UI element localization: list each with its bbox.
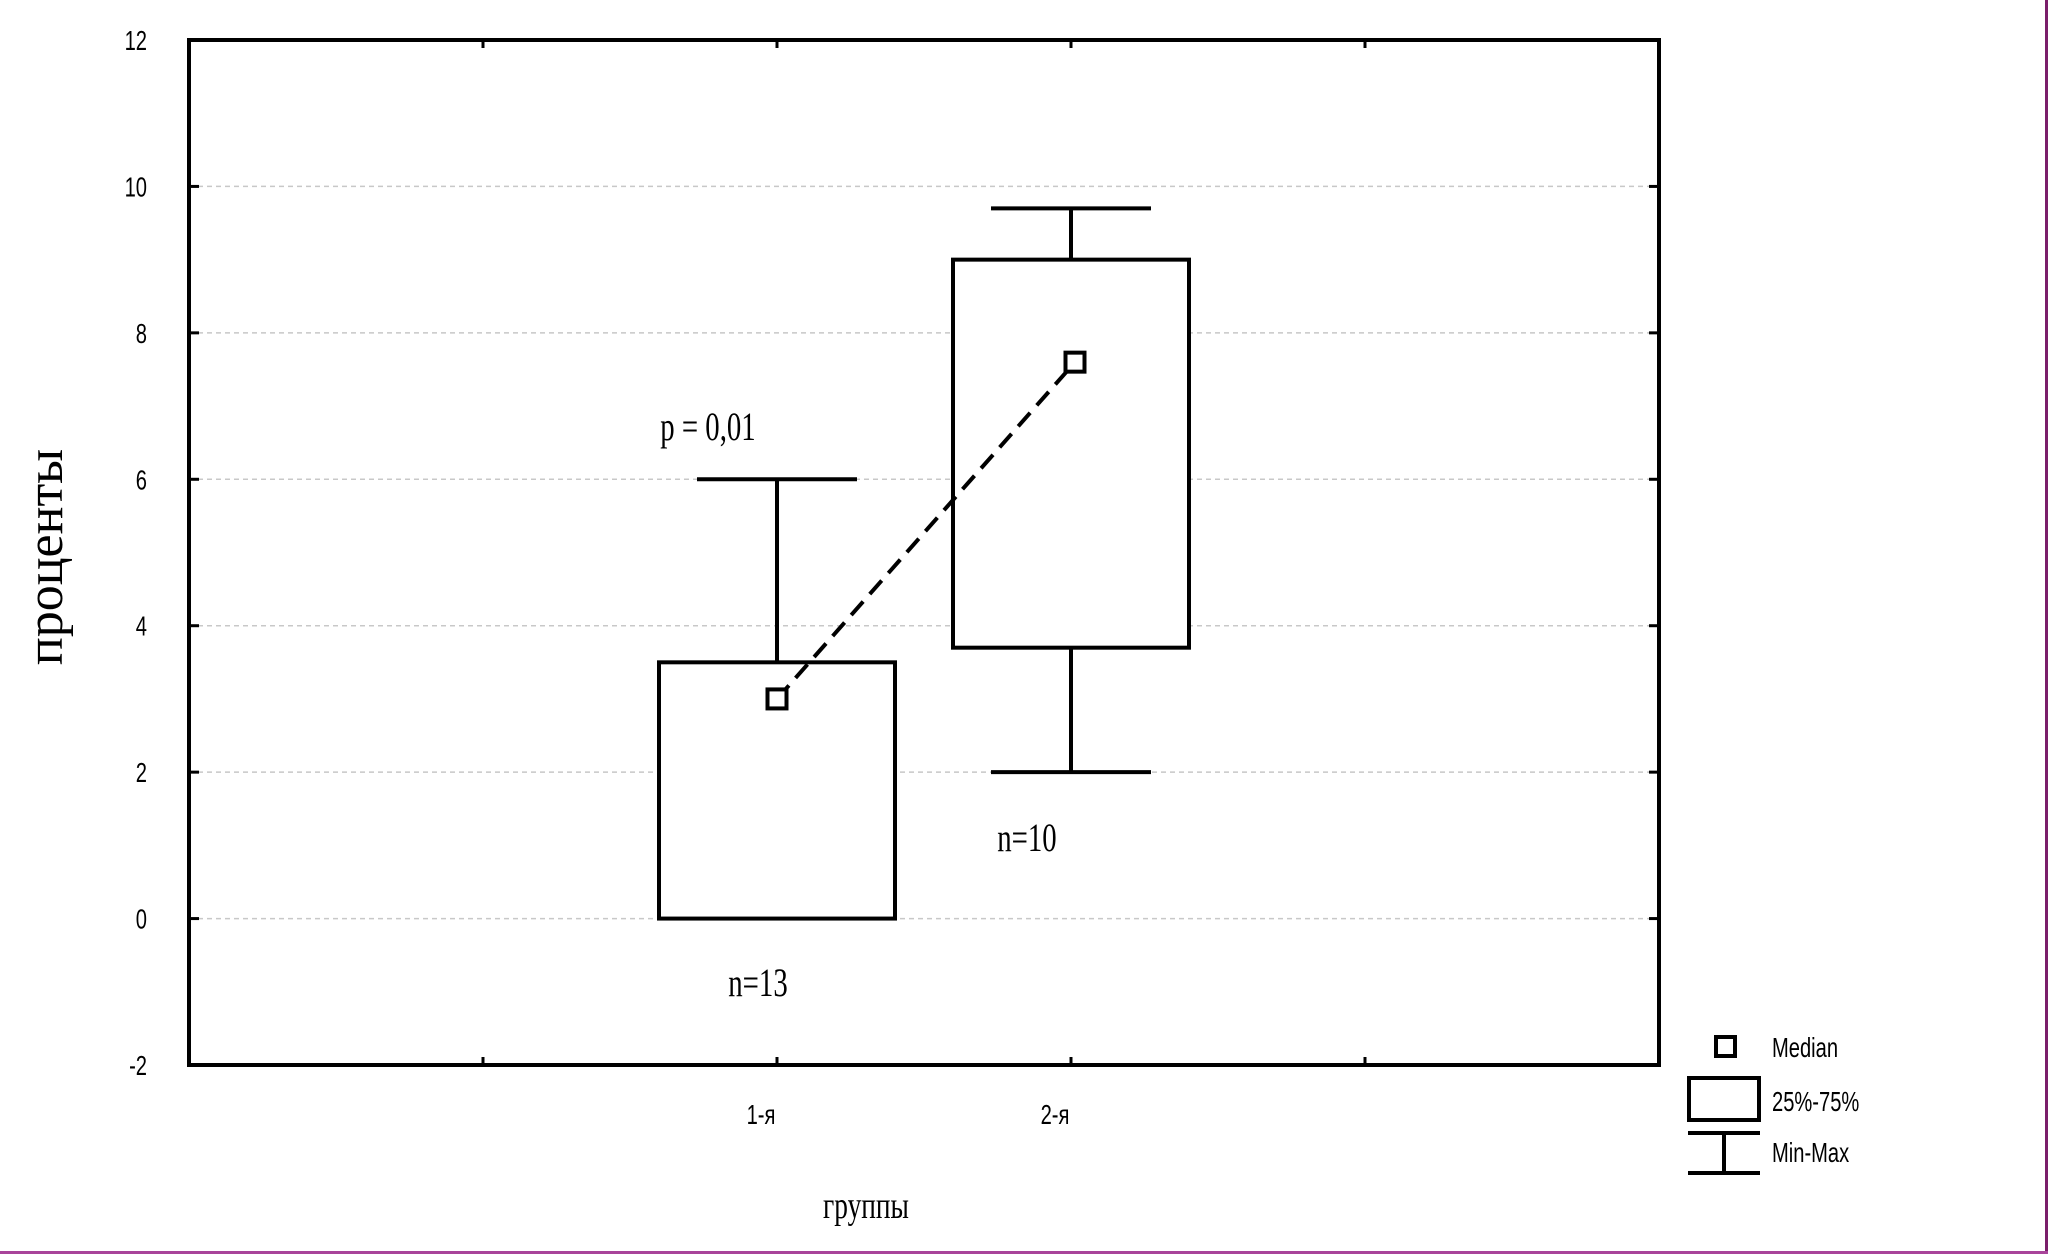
y-tick-label: 0: [136, 904, 147, 935]
p-value-annotation: p = 0,01: [660, 404, 755, 449]
legend: Median 25%-75% Min-Max: [1687, 1033, 1859, 1175]
gridlines: [189, 185, 1659, 920]
median-connector-line: [775, 360, 1077, 701]
sample-size-label: n=10: [997, 815, 1056, 860]
legend-minmax-label: Min-Max: [1772, 1138, 1849, 1169]
x-tick-label: 1-я: [747, 1100, 776, 1131]
y-tick-label: 4: [136, 612, 147, 643]
legend-median-label: Median: [1772, 1033, 1838, 1064]
page-right-border: [2045, 0, 2048, 1254]
page-bottom-border: [0, 1251, 2048, 1254]
sample-size-label: n=13: [728, 960, 787, 1005]
y-tick-label: 10: [125, 172, 147, 203]
legend-whisker-icon: [1688, 1131, 1760, 1175]
median-marker: [765, 687, 789, 711]
y-tick-label: -2: [129, 1051, 147, 1082]
x-axis-tick-labels: 1-я 2-я: [747, 1100, 1070, 1131]
legend-quartile-label: 25%-75%: [1772, 1087, 1859, 1118]
y-tick-label: 8: [136, 319, 147, 350]
y-axis-tick-labels: 12 10 8 6 4 2 0 -2: [125, 26, 147, 1082]
y-tick-label: 6: [136, 465, 147, 496]
plot-frame: [187, 38, 1661, 1067]
x-tick-label: 2-я: [1041, 1100, 1070, 1131]
legend-median-marker-icon: [1714, 1035, 1737, 1058]
x-axis-label: группы: [823, 1185, 909, 1227]
y-tick-label: 2: [136, 758, 147, 789]
y-tick-label: 12: [125, 26, 147, 57]
median-marker: [1063, 350, 1087, 374]
box-layer: n=13 n=10: [657, 206, 1191, 1005]
y-axis-label: проценты: [17, 449, 74, 665]
axis-ticks: [189, 38, 1659, 1067]
legend-box-icon: [1687, 1076, 1761, 1122]
quartile-box: [951, 257, 1191, 650]
